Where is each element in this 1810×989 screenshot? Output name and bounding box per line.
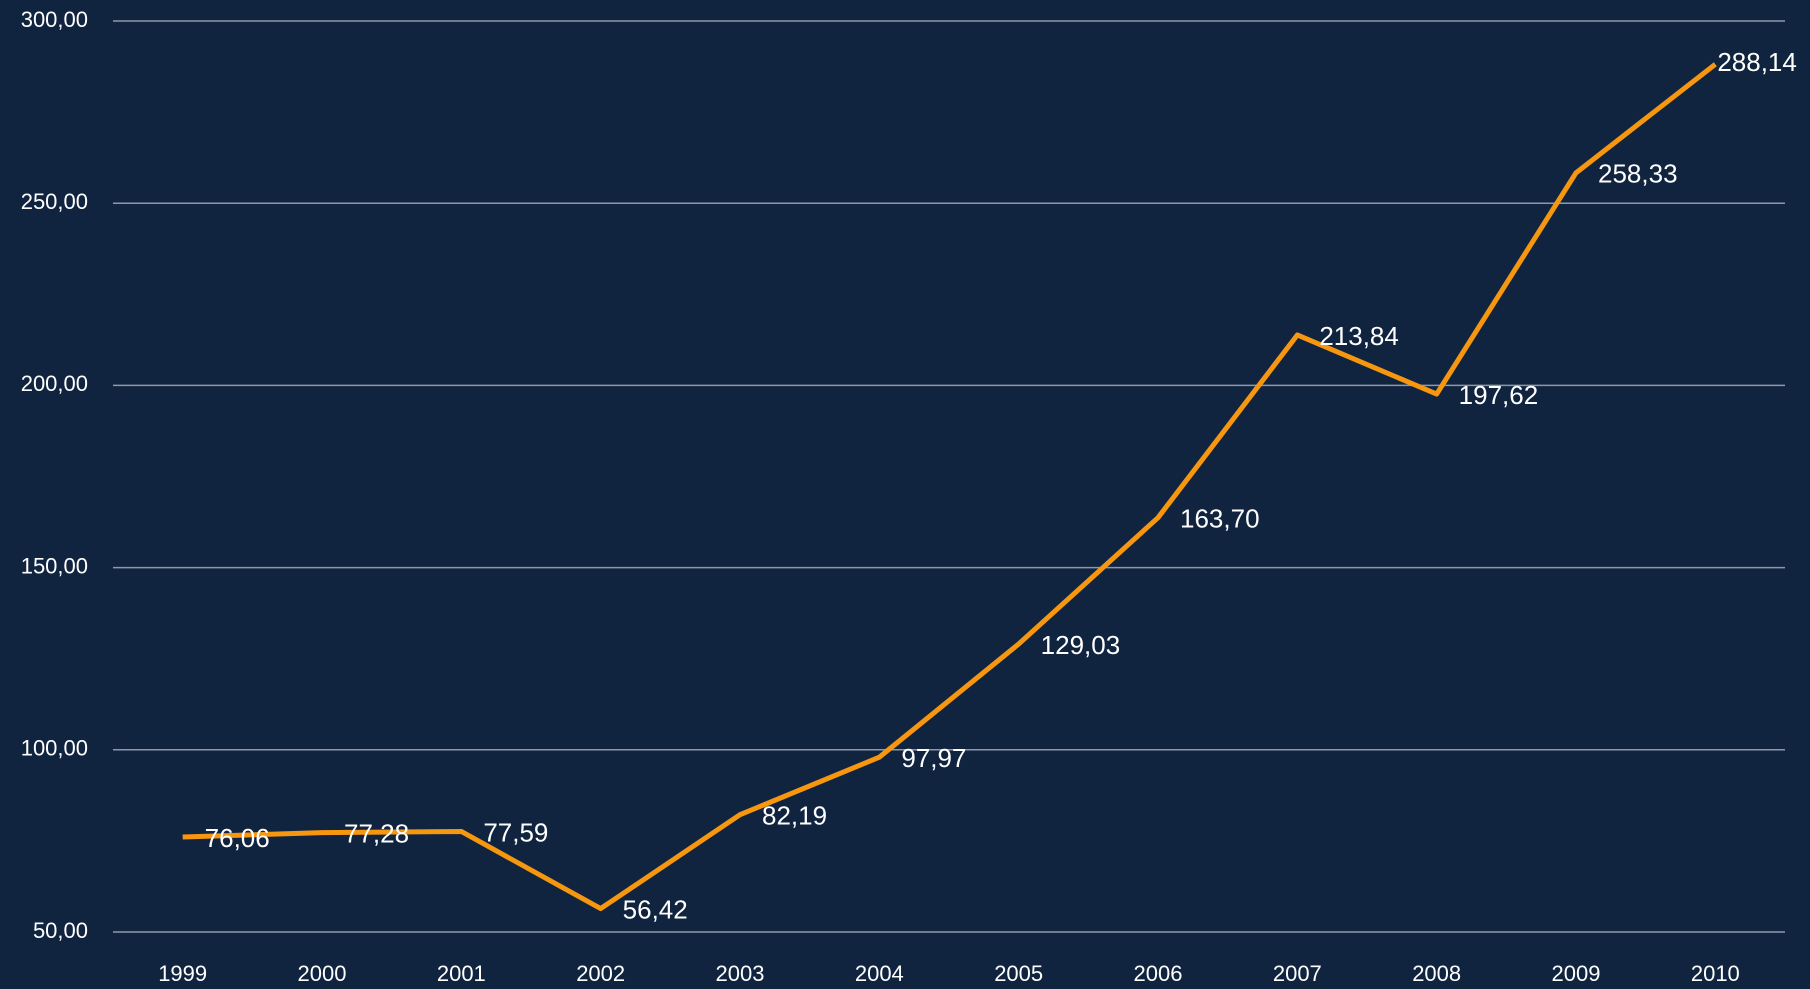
data-label: 197,62 (1459, 380, 1539, 410)
x-tick-label: 2005 (994, 961, 1043, 986)
y-tick-label: 300,00 (21, 7, 88, 32)
x-tick-label: 1999 (158, 961, 207, 986)
data-label: 258,33 (1598, 159, 1678, 189)
data-label: 163,70 (1180, 504, 1260, 534)
data-label: 97,97 (901, 743, 966, 773)
y-tick-label: 150,00 (21, 553, 88, 578)
y-tick-label: 200,00 (21, 371, 88, 396)
x-tick-label: 2007 (1273, 961, 1322, 986)
x-tick-label: 2000 (298, 961, 347, 986)
y-tick-label: 250,00 (21, 189, 88, 214)
y-tick-label: 100,00 (21, 736, 88, 761)
data-label: 129,03 (1041, 630, 1121, 660)
data-label: 77,28 (344, 818, 409, 848)
data-label: 77,59 (483, 817, 548, 847)
data-label: 56,42 (623, 894, 688, 924)
x-tick-label: 2009 (1552, 961, 1601, 986)
x-tick-label: 2008 (1412, 961, 1461, 986)
data-label: 82,19 (762, 801, 827, 831)
x-tick-label: 2001 (437, 961, 486, 986)
x-tick-label: 2010 (1691, 961, 1740, 986)
x-tick-label: 2002 (576, 961, 625, 986)
data-label: 213,84 (1319, 321, 1399, 351)
data-label: 76,06 (205, 823, 270, 853)
y-tick-label: 50,00 (33, 918, 88, 943)
x-tick-label: 2006 (1134, 961, 1183, 986)
data-label: 288,14 (1717, 47, 1797, 77)
line (182, 62, 1717, 912)
x-tick-label: 2004 (855, 961, 904, 986)
x-tick-label: 2003 (716, 961, 765, 986)
